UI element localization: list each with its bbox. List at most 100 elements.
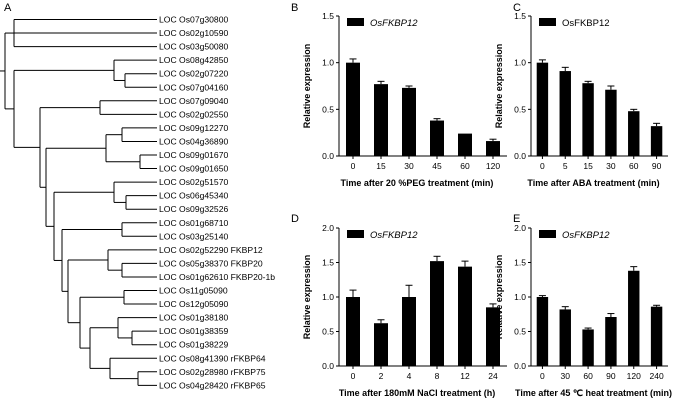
tree-leaf-label: LOC Os04g36890 <box>159 136 228 146</box>
tree-leaf-label: LOC Os01g38180 <box>159 313 228 323</box>
bar <box>536 297 549 366</box>
panel-label: C <box>513 2 521 14</box>
legend-swatch <box>539 18 556 26</box>
y-tick-label: 0.5 <box>322 104 334 114</box>
y-tick-label: 1.0 <box>322 292 334 302</box>
y-tick-label: 0.0 <box>322 361 334 371</box>
y-axis-title: Relative expression <box>302 255 312 340</box>
x-tick-label: 60 <box>583 371 593 381</box>
x-tick-label: 15 <box>583 161 593 171</box>
x-tick-label: 120 <box>486 161 500 171</box>
bar <box>559 309 571 366</box>
x-tick-label: 90 <box>606 371 616 381</box>
legend-label: OsFKBP12 <box>562 18 610 29</box>
tree-leaf-label: LOC Os07g09040 <box>159 96 228 106</box>
y-tick-label: 0.0 <box>322 151 334 161</box>
x-tick-label: 90 <box>652 161 662 171</box>
x-tick-label: 240 <box>649 371 663 381</box>
bar <box>582 329 594 366</box>
x-tick-label: 0 <box>351 371 356 381</box>
x-tick-label: 60 <box>629 161 639 171</box>
y-tick-label: 1.5 <box>514 11 526 21</box>
bar <box>559 71 571 156</box>
x-tick-label: 120 <box>627 371 641 381</box>
x-axis-title: Time after 45 ℃ heat treatment (min) <box>515 388 672 398</box>
y-axis-title: Relative expression <box>494 255 504 340</box>
bar <box>430 120 444 156</box>
tree-leaf-label: LOC Os08g42850 <box>159 55 228 65</box>
x-tick-label: 0 <box>540 371 545 381</box>
x-tick-label: 8 <box>435 371 440 381</box>
y-tick-label: 2.0 <box>514 223 526 233</box>
x-tick-label: 30 <box>404 161 414 171</box>
y-tick-label: 0.5 <box>322 327 334 337</box>
y-tick-label: 2.0 <box>322 223 334 233</box>
tree-leaf-label: LOC Os12g05090 <box>159 299 228 309</box>
tree-leaf-label: LOC Os06g45340 <box>159 191 228 201</box>
tree-leaf-label: LOC Os01g38229 <box>159 340 228 350</box>
legend-swatch <box>347 18 364 26</box>
tree-leaf-label: LOC Os02g52290 FKBP12 <box>159 245 263 255</box>
tree-leaf-label: LOC Os08g41390 rFKBP64 <box>159 353 266 363</box>
tree-leaf-label: LOC Os01g62610 FKBP20-1b <box>159 272 275 282</box>
panel-label-a: A <box>4 2 12 14</box>
x-axis-title: Time after 20 %PEG treatment (min) <box>341 178 494 188</box>
tree-leaf-label: LOC Os07g30800 <box>159 15 228 25</box>
bar <box>628 111 640 156</box>
tree-leaf-label: LOC Os09g01670 <box>159 150 228 160</box>
y-tick-label: 1.5 <box>514 258 526 268</box>
tree-leaf-label: LOC Os01g68710 <box>159 218 228 228</box>
y-tick-label: 1.0 <box>514 58 526 68</box>
x-tick-label: 0 <box>351 161 356 171</box>
x-tick-label: 45 <box>432 161 442 171</box>
y-tick-label: 1.0 <box>322 58 334 68</box>
tree-leaf-label: LOC Os01g38359 <box>159 326 228 336</box>
tree-leaf-labels: LOC Os07g30800 LOC Os02g10590 LOC Os03g500… <box>159 15 275 391</box>
bar <box>536 62 549 156</box>
x-tick-label: 24 <box>488 371 498 381</box>
bar <box>402 297 416 366</box>
bar <box>374 84 388 156</box>
tree-leaf-label: LOC Os02g28980 rFKBP75 <box>159 367 266 377</box>
y-tick-label: 0.0 <box>514 151 526 161</box>
bar <box>458 266 472 366</box>
x-tick-label: 0 <box>540 161 545 171</box>
x-tick-label: 30 <box>561 371 571 381</box>
x-tick-label: 12 <box>460 371 470 381</box>
bar <box>628 270 640 366</box>
y-axis-title: Relative expression <box>302 44 312 129</box>
bar <box>374 323 388 366</box>
tree-leaf-label: LOC Os09g01650 <box>159 164 228 174</box>
legend-label: OsFKBP12 <box>370 230 418 241</box>
bar <box>486 141 500 156</box>
y-tick-label: 0.5 <box>514 327 526 337</box>
tree-leaf-label: LOC Os02g07220 <box>159 69 228 79</box>
chart-panel-c: C 0.0 0.5 1.0 1.5 0 5 15 30 60 90 Time after ABA tr… <box>494 2 668 188</box>
tree-branches <box>0 19 157 386</box>
bar <box>458 133 472 156</box>
bar <box>605 89 617 156</box>
legend-swatch <box>539 230 556 238</box>
legend-swatch <box>347 230 364 238</box>
y-tick-label: 1.5 <box>322 11 334 21</box>
x-tick-label: 4 <box>407 371 412 381</box>
tree-leaf-label: LOC Os02g02550 <box>159 109 228 119</box>
panel-label: E <box>513 213 520 225</box>
x-tick-label: 2 <box>379 371 384 381</box>
legend-label: OsFKBP12 <box>562 230 610 241</box>
tree-leaf-label: LOC Os09g12270 <box>159 123 228 133</box>
bar <box>486 307 500 366</box>
y-axis-title: Relative expression <box>494 44 504 129</box>
y-tick-label: 0.0 <box>514 361 526 371</box>
y-tick-label: 1.5 <box>322 258 334 268</box>
tree-leaf-label: LOC Os11g05090 <box>159 286 228 296</box>
bar <box>582 83 594 156</box>
x-tick-label: 60 <box>460 161 470 171</box>
tree-leaf-label: LOC Os05g38370 FKBP20 <box>159 258 263 268</box>
x-axis-title: Time after 180mM NaCl treatment (h) <box>339 388 495 398</box>
bar <box>346 297 360 366</box>
bar <box>605 317 617 366</box>
tree-leaf-label: LOC Os03g50080 <box>159 42 228 52</box>
